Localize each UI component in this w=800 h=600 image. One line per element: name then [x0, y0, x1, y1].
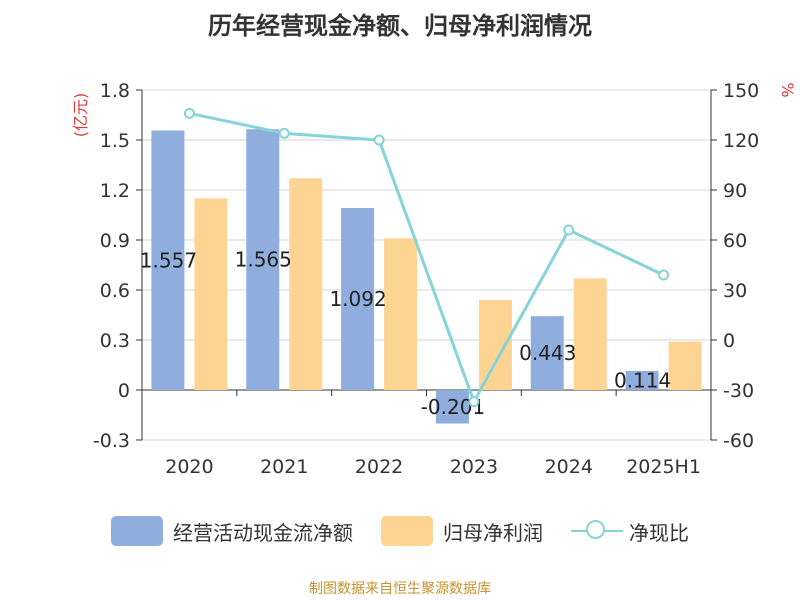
x-tick-label: 2021	[260, 456, 308, 478]
point-ratio	[278, 127, 290, 139]
point-ratio	[658, 269, 670, 281]
x-tick-label: 2023	[450, 456, 498, 478]
legend-item-profit[interactable]: 归母净利润	[381, 516, 543, 546]
y-right-tick-label: 120	[723, 130, 759, 152]
y-left-unit: (亿元)	[71, 93, 90, 138]
legend-swatch-profit	[381, 516, 433, 546]
y-right-tick-label: 90	[723, 180, 747, 202]
point-ratio	[563, 224, 575, 236]
y-right-tick-label: 60	[723, 230, 747, 252]
bar-profit	[668, 341, 702, 390]
legend-label-ratio: 净现比	[629, 520, 689, 545]
bar-cashflow	[530, 316, 564, 390]
legend-label-profit: 归母净利润	[443, 520, 543, 545]
legend-swatch-ratio	[571, 516, 623, 546]
bar-profit	[384, 238, 418, 390]
x-tick-label: 2020	[165, 456, 213, 478]
y-left-tick-label: 0.9	[100, 230, 130, 252]
y-right-unit: %	[778, 82, 797, 97]
bar-cashflow	[246, 129, 280, 390]
legend: 经营活动现金流净额 归母净利润 净现比	[0, 516, 800, 546]
bar-profit	[573, 278, 607, 390]
data-label-cashflow: 1.557	[140, 248, 197, 272]
data-label-cashflow: 1.565	[235, 248, 292, 272]
y-left-tick-label: 0	[118, 380, 130, 402]
y-left-tick-label: 0.3	[100, 330, 130, 352]
bar-cashflow	[341, 208, 375, 390]
point-ratio	[183, 107, 195, 119]
y-right-tick-label: 0	[723, 330, 735, 352]
x-tick-label: 2022	[355, 456, 403, 478]
y-left-tick-label: 1.2	[100, 180, 130, 202]
data-label-cashflow: 0.443	[519, 341, 576, 365]
point-ratio	[373, 134, 385, 146]
bar-profit	[289, 178, 323, 390]
bar-cashflow	[435, 390, 469, 424]
x-tick-label: 2024	[545, 456, 593, 478]
point-ratio	[468, 396, 480, 408]
y-right-tick-label: 30	[723, 280, 747, 302]
y-right-tick-label: -30	[723, 380, 754, 402]
x-tick-label: 2025H1	[626, 456, 701, 478]
legend-swatch-cashflow	[111, 516, 163, 546]
bar-profit	[194, 198, 228, 390]
y-right-tick-label: -60	[723, 430, 754, 452]
bar-cashflow	[625, 371, 659, 390]
bar-profit	[478, 300, 512, 390]
data-label-cashflow: 1.092	[329, 287, 386, 311]
legend-item-cashflow[interactable]: 经营活动现金流净额	[111, 516, 353, 546]
legend-label-cashflow: 经营活动现金流净额	[173, 520, 353, 545]
y-left-tick-label: -0.3	[93, 430, 130, 452]
data-label-cashflow: 0.114	[614, 369, 671, 393]
legend-item-ratio[interactable]: 净现比	[571, 516, 689, 546]
source-note: 制图数据来自恒生聚源数据库	[309, 581, 491, 597]
y-right-tick-label: 150	[723, 80, 759, 102]
y-left-tick-label: 1.5	[100, 130, 130, 152]
y-left-tick-label: 0.6	[100, 280, 130, 302]
chart-title: 历年经营现金净额、归母净利润情况	[208, 12, 592, 40]
y-left-tick-label: 1.8	[100, 80, 130, 102]
bar-cashflow	[151, 130, 185, 390]
line-ratio	[189, 111, 665, 406]
